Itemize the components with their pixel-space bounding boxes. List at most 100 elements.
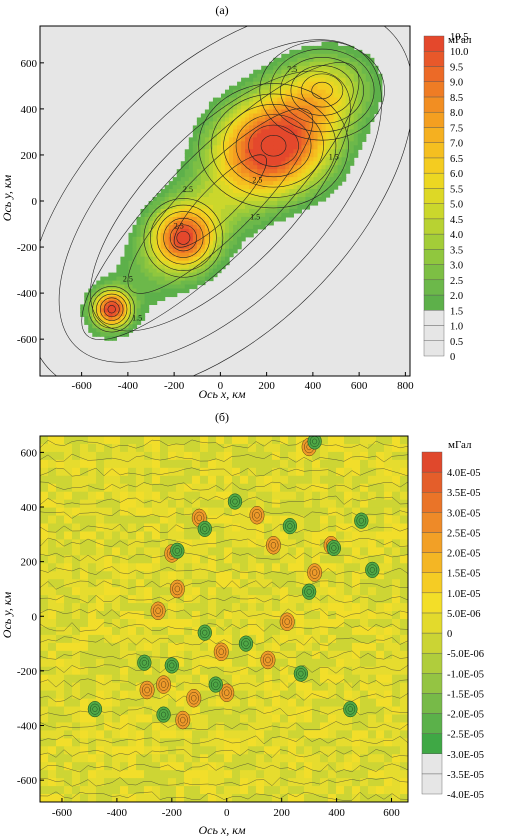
- panel-b-cell: [376, 611, 385, 620]
- panel-b-contour: [40, 777, 408, 787]
- panel-a-cell: [184, 169, 190, 174]
- panel-a-cell: [273, 137, 278, 142]
- panel-b-cell: [392, 611, 401, 620]
- panel-b-cell: [112, 603, 121, 612]
- panel-a-cell: [293, 65, 298, 71]
- panel-b-cell: [240, 682, 249, 692]
- panel-a-cell: [108, 312, 113, 317]
- panel-b-cell: [216, 658, 225, 668]
- panel-a-cell: [317, 49, 323, 55]
- panel-a-cell: [249, 81, 254, 87]
- panel-a-cell: [341, 137, 347, 142]
- panel-b-cell: [280, 587, 289, 596]
- panel-b-cell: [392, 436, 401, 445]
- panel-a-cell: [281, 85, 286, 91]
- panel-b-cell: [168, 523, 177, 532]
- panel-a-cell: [116, 296, 122, 302]
- panel-a-cell: [297, 137, 303, 142]
- panel-b-cell: [88, 491, 97, 501]
- panel-a-cell: [216, 185, 222, 190]
- panel-b-cell: [288, 738, 297, 747]
- panel-a-cell: [216, 137, 222, 142]
- panel-b-cell: [168, 682, 177, 692]
- panel-b-cell: [208, 746, 217, 755]
- panel-a-cell: [273, 157, 278, 162]
- panel-b-cell: [368, 778, 377, 787]
- panel-b-cell: [176, 499, 185, 509]
- panel-b-cell: [256, 626, 265, 636]
- panel-a-cell: [265, 212, 270, 218]
- panel-a-cell: [309, 189, 315, 194]
- panel-b-cell: [88, 722, 97, 731]
- panel-a-cell: [289, 169, 294, 174]
- panel-a-cell: [341, 153, 347, 158]
- panel-a-cell: [237, 165, 242, 170]
- panel-b-cell: [248, 563, 257, 572]
- panel-b-cell: [328, 762, 337, 771]
- panel-b-cell: [248, 571, 257, 580]
- panel-a-cell: [96, 324, 101, 329]
- panel-a-cell: [313, 61, 319, 67]
- panel-b-cell: [160, 507, 169, 517]
- panel-b-negative-anomaly: [326, 539, 341, 556]
- panel-a-cell: [325, 173, 331, 178]
- panel-b-cell: [320, 515, 329, 525]
- panel-a-cell: [305, 97, 311, 103]
- panel-a-cell: [168, 228, 174, 234]
- panel-a-cell: [192, 133, 198, 138]
- panel-a-cell: [200, 149, 206, 154]
- panel-b-cell: [104, 603, 113, 612]
- panel-a-cell: [337, 141, 343, 146]
- panel-b-negative-anomaly: [227, 493, 242, 510]
- panel-b-cell: [360, 595, 369, 604]
- panel-a-cell: [249, 121, 254, 127]
- panel-a-cell: [305, 173, 311, 178]
- panel-b-cell: [240, 730, 249, 739]
- panel-b-cell: [216, 491, 225, 501]
- panel-a-cell: [349, 157, 355, 162]
- panel-b-cell: [112, 523, 121, 532]
- panel-a-cell: [152, 256, 158, 262]
- panel-a-cell: [249, 197, 254, 202]
- panel-a-cell: [108, 324, 113, 329]
- panel-a-cell: [164, 248, 170, 254]
- panel-b-cell: [336, 467, 345, 477]
- panel-a-cell: [301, 121, 307, 127]
- panel-b-cell: [248, 603, 257, 612]
- panel-a-cell: [249, 105, 254, 111]
- panel-b-cell: [248, 770, 257, 779]
- panel-a-cell: [184, 193, 190, 198]
- panel-b-cell: [96, 595, 105, 604]
- panel-a-cell: [204, 129, 210, 134]
- panel-a-contour: [173, 154, 267, 248]
- panel-a-cell: [325, 81, 331, 87]
- panel-a-cell: [277, 189, 282, 194]
- panel-a-cell: [249, 224, 254, 230]
- panel-a-cell: [184, 272, 190, 278]
- panel-a-cell: [277, 149, 282, 154]
- panel-a-cell: [249, 193, 254, 198]
- panel-b-cell: [224, 746, 233, 755]
- panel-b-contour: [287, 523, 293, 529]
- panel-a-cell: [297, 145, 303, 150]
- panel-a-cell: [200, 193, 206, 198]
- panel-b-cell: [96, 443, 105, 453]
- panel-b-cell: [104, 499, 113, 509]
- panel-a-cell: [289, 113, 294, 119]
- panel-a-cell: [200, 157, 206, 162]
- panel-b-cell: [240, 595, 249, 604]
- panel-a-cell: [309, 121, 315, 127]
- panel-b-cell: [152, 475, 161, 485]
- panel-a-cell: [361, 105, 367, 111]
- panel-b-cell: [88, 531, 97, 540]
- panel-a-cell: [144, 288, 150, 294]
- panel-b-cell: [352, 762, 361, 771]
- panel-b-cell: [136, 491, 145, 501]
- panel-b-cell: [56, 786, 65, 795]
- panel-b-cell: [384, 754, 393, 763]
- panel-a-cell: [225, 244, 230, 250]
- panel-b-cell: [128, 467, 137, 477]
- panel-a-cell: [269, 81, 274, 87]
- panel-b-cell: [128, 666, 137, 676]
- panel-b-cell: [96, 714, 105, 723]
